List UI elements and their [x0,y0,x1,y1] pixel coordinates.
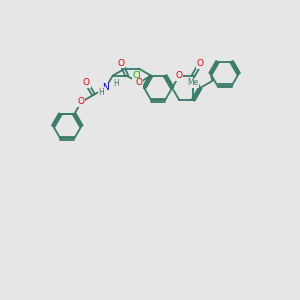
Text: H: H [99,88,104,97]
Text: O: O [197,59,204,68]
Text: O: O [78,98,85,106]
Text: Me: Me [188,78,199,87]
Text: Cl: Cl [133,71,142,80]
Text: O: O [176,71,183,80]
Text: H: H [113,79,119,88]
Text: N: N [102,83,109,92]
Text: O: O [118,58,124,68]
Text: O: O [83,78,90,87]
Text: O: O [135,78,142,87]
